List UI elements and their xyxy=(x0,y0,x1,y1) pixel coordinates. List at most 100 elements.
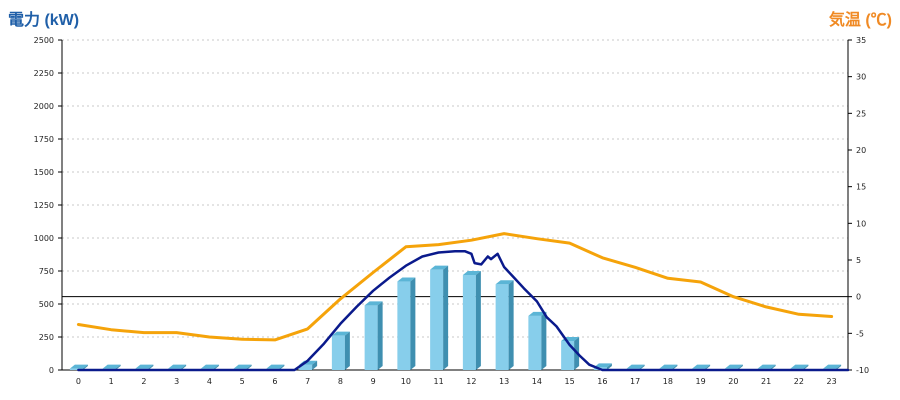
right-tick-label: 30 xyxy=(856,73,866,82)
line-series xyxy=(76,232,850,372)
bar-front xyxy=(561,340,575,370)
right-tick-label: 20 xyxy=(856,146,866,155)
left-tick-label: 1750 xyxy=(34,135,54,144)
left-tick-label: 750 xyxy=(39,267,54,276)
bar-top xyxy=(331,331,350,336)
x-tick-label: 15 xyxy=(565,377,575,386)
bar-top xyxy=(724,364,743,369)
x-tick-label: 21 xyxy=(761,377,771,386)
right-tick-label: -5 xyxy=(856,329,864,338)
bar-side xyxy=(443,265,449,370)
bar-front xyxy=(528,315,542,370)
bar-side xyxy=(410,277,416,370)
bar-side xyxy=(181,364,187,370)
bar-front xyxy=(331,335,345,370)
bar-side xyxy=(639,364,645,370)
bar-top xyxy=(823,364,842,369)
x-tick-label: 14 xyxy=(532,377,542,386)
x-tick-label: 1 xyxy=(109,377,114,386)
x-tick-label: 4 xyxy=(207,377,212,386)
grid-lines xyxy=(62,39,848,338)
bar-top xyxy=(692,364,711,369)
right-tick-label: -10 xyxy=(856,366,869,375)
bar-side xyxy=(475,270,481,370)
x-tick-label: 22 xyxy=(794,377,804,386)
x-tick-label: 0 xyxy=(76,377,81,386)
bar-top xyxy=(200,364,219,369)
bar xyxy=(528,311,547,370)
right-tick-label: 0 xyxy=(856,293,861,302)
left-tick-label: 2250 xyxy=(34,69,54,78)
bar-side xyxy=(508,280,514,370)
left-tick-label: 1000 xyxy=(34,234,54,243)
bar-top xyxy=(528,311,547,316)
bar-front xyxy=(299,364,313,370)
x-tick-label: 5 xyxy=(240,377,245,386)
x-tick-label: 19 xyxy=(696,377,706,386)
bar-side xyxy=(115,364,121,370)
right-tick-label: 25 xyxy=(856,109,866,118)
bar-top xyxy=(790,364,809,369)
x-tick-label: 7 xyxy=(305,377,310,386)
bar xyxy=(561,336,580,370)
bar-side xyxy=(836,364,842,370)
x-tick-label: 10 xyxy=(401,377,411,386)
bar-side xyxy=(82,364,88,370)
x-tick-label: 13 xyxy=(499,377,509,386)
left-tick-label: 2500 xyxy=(34,36,54,45)
bar-top xyxy=(364,301,383,306)
bar-top xyxy=(135,364,154,369)
bar-side xyxy=(312,360,318,370)
right-tick-label: 10 xyxy=(856,219,866,228)
left-tick-label: 0 xyxy=(49,366,54,375)
left-axis-title: 電力 (kW) xyxy=(8,12,80,29)
bar-top xyxy=(757,364,776,369)
x-tick-label: 11 xyxy=(434,377,444,386)
bar-side xyxy=(606,363,612,370)
bar-front xyxy=(430,269,444,370)
bar-top xyxy=(659,364,678,369)
bar-side xyxy=(344,331,350,370)
bar-top xyxy=(397,277,416,282)
x-tick-label: 12 xyxy=(466,377,476,386)
bar-top xyxy=(495,280,514,285)
tick-labels: 02505007501000125015001750200022502500-1… xyxy=(34,36,869,386)
bar-side xyxy=(246,364,252,370)
x-tick-label: 3 xyxy=(174,377,179,386)
x-tick-label: 16 xyxy=(597,377,607,386)
x-tick-label: 23 xyxy=(827,377,837,386)
right-tick-label: 15 xyxy=(856,183,866,192)
bar-side xyxy=(672,364,678,370)
left-tick-label: 500 xyxy=(39,300,54,309)
bar-top xyxy=(430,265,449,270)
bar-side xyxy=(803,364,809,370)
x-tick-label: 17 xyxy=(630,377,640,386)
bar xyxy=(397,277,416,370)
x-tick-label: 2 xyxy=(141,377,146,386)
left-tick-label: 250 xyxy=(39,333,54,342)
left-tick-label: 1500 xyxy=(34,168,54,177)
bar-side xyxy=(541,311,547,370)
bar-front xyxy=(364,305,378,370)
bar-side xyxy=(377,301,383,370)
bar-front xyxy=(69,368,83,370)
x-tick-label: 9 xyxy=(371,377,376,386)
bar-top xyxy=(593,363,612,368)
left-tick-label: 2000 xyxy=(34,102,54,111)
x-tick-label: 20 xyxy=(728,377,738,386)
bar-side xyxy=(279,364,285,370)
bar xyxy=(69,364,88,370)
bar-top xyxy=(462,270,481,275)
right-axis-title: 気温 (℃) xyxy=(828,12,892,29)
bar-top xyxy=(102,364,121,369)
bar-side xyxy=(148,364,154,370)
bar-top xyxy=(233,364,252,369)
bar-top xyxy=(626,364,645,369)
bar xyxy=(462,270,481,370)
right-tick-label: 35 xyxy=(856,36,866,45)
x-tick-label: 18 xyxy=(663,377,673,386)
bar-side xyxy=(737,364,743,370)
left-tick-label: 1250 xyxy=(34,201,54,210)
x-tick-label: 8 xyxy=(338,377,343,386)
